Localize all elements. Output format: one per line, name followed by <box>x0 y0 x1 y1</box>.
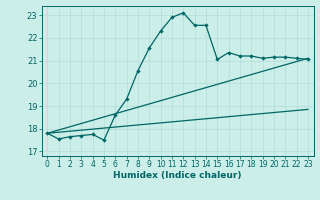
X-axis label: Humidex (Indice chaleur): Humidex (Indice chaleur) <box>113 171 242 180</box>
